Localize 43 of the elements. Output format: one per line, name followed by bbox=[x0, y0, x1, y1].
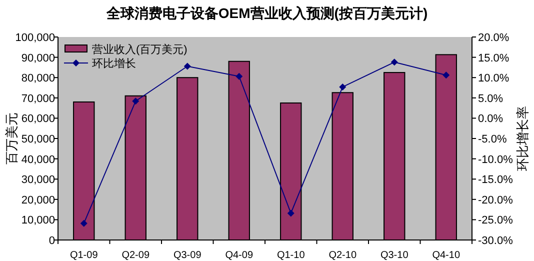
y2-tick-label: -10.0% bbox=[478, 154, 514, 166]
y2-tick-label: 15.0% bbox=[478, 52, 510, 64]
y-tick-label: 40,000 bbox=[21, 154, 55, 166]
point bbox=[390, 58, 398, 66]
y-tick-label: 20,000 bbox=[21, 194, 55, 206]
x-tick-label: Q2-09 bbox=[122, 250, 150, 261]
point bbox=[236, 72, 243, 80]
x-tick-label: Q1-09 bbox=[70, 250, 98, 261]
y-tick-label: 10,000 bbox=[21, 214, 55, 227]
x-tick-label: Q4-10 bbox=[432, 250, 460, 261]
x-tick-label: Q1-10 bbox=[276, 250, 306, 261]
y-tick-label: 0 bbox=[48, 235, 55, 247]
y-axis-title: 百万美元 bbox=[4, 112, 19, 164]
y-tick-label: 90,000 bbox=[21, 52, 55, 64]
point bbox=[442, 72, 450, 79]
x-tick-label: Q3-09 bbox=[173, 250, 202, 261]
point bbox=[287, 210, 294, 217]
y2-tick-label: -5.0% bbox=[478, 134, 507, 146]
chart-title: 全球消费电子设备OEM营业收入预测(按百万美元计) bbox=[105, 5, 428, 21]
x-tick-label: Q4-09 bbox=[225, 250, 254, 261]
y-tick-label: 100,000 bbox=[15, 32, 55, 44]
y2-tick-label: 5.0% bbox=[478, 92, 504, 105]
point bbox=[184, 62, 191, 70]
y-tick-label: 30,000 bbox=[21, 174, 55, 186]
y2-tick-label: -25.0% bbox=[478, 214, 514, 227]
y2-axis-title: 环比增长率 bbox=[515, 106, 530, 171]
point bbox=[132, 98, 140, 105]
y2-tick-label: -30.0% bbox=[478, 235, 514, 247]
y-tick-label: 70,000 bbox=[21, 92, 55, 105]
y2-tick-label: 0.0% bbox=[478, 113, 504, 126]
y-tick-label: 50,000 bbox=[21, 134, 55, 146]
x-tick-label: Q2-10 bbox=[328, 250, 357, 261]
y2-tick-label: 20.0% bbox=[478, 32, 510, 44]
y2-tick-label: -15.0% bbox=[478, 174, 514, 186]
y2-tick-label: 10.0% bbox=[478, 72, 510, 85]
x-tick-label: Q3-10 bbox=[380, 250, 409, 261]
point bbox=[339, 83, 346, 90]
y2-tick-label: -20.0% bbox=[478, 194, 514, 206]
point bbox=[80, 220, 88, 227]
legend-label: 营业收入(百万美元) bbox=[92, 43, 188, 56]
legend-label: 环比增长 bbox=[92, 57, 136, 70]
y-tick-label: 80,000 bbox=[21, 72, 55, 85]
y-tick-label: 60,000 bbox=[21, 113, 55, 126]
